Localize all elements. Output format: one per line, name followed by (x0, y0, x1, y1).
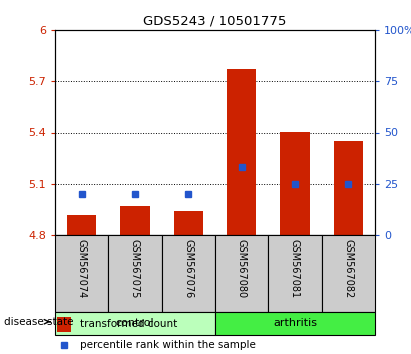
Bar (55, 235, 109, 312)
Text: arthritis: arthritis (273, 319, 317, 329)
Text: GSM567082: GSM567082 (343, 239, 353, 298)
Bar (67, 215, 96, 235)
Bar (268, 235, 322, 312)
Bar (109, 235, 162, 312)
Text: transformed count: transformed count (80, 319, 177, 330)
Bar (322, 235, 375, 312)
Bar (215, 235, 268, 312)
Text: percentile rank within the sample: percentile rank within the sample (80, 340, 256, 350)
Bar (334, 141, 363, 235)
Bar (120, 206, 150, 235)
Bar (227, 69, 256, 235)
Text: control: control (115, 319, 154, 329)
Bar (162, 235, 215, 312)
Text: GSM567075: GSM567075 (130, 239, 140, 298)
Text: GSM567076: GSM567076 (183, 239, 193, 298)
Bar (55, 312, 215, 335)
Text: disease state: disease state (4, 317, 74, 327)
Bar (57, 317, 72, 332)
Bar (280, 132, 309, 235)
Bar (215, 312, 375, 335)
Bar (174, 211, 203, 235)
Text: GSM567080: GSM567080 (237, 239, 247, 298)
Text: GSM567081: GSM567081 (290, 239, 300, 298)
Text: GSM567074: GSM567074 (77, 239, 87, 298)
Title: GDS5243 / 10501775: GDS5243 / 10501775 (143, 15, 287, 28)
